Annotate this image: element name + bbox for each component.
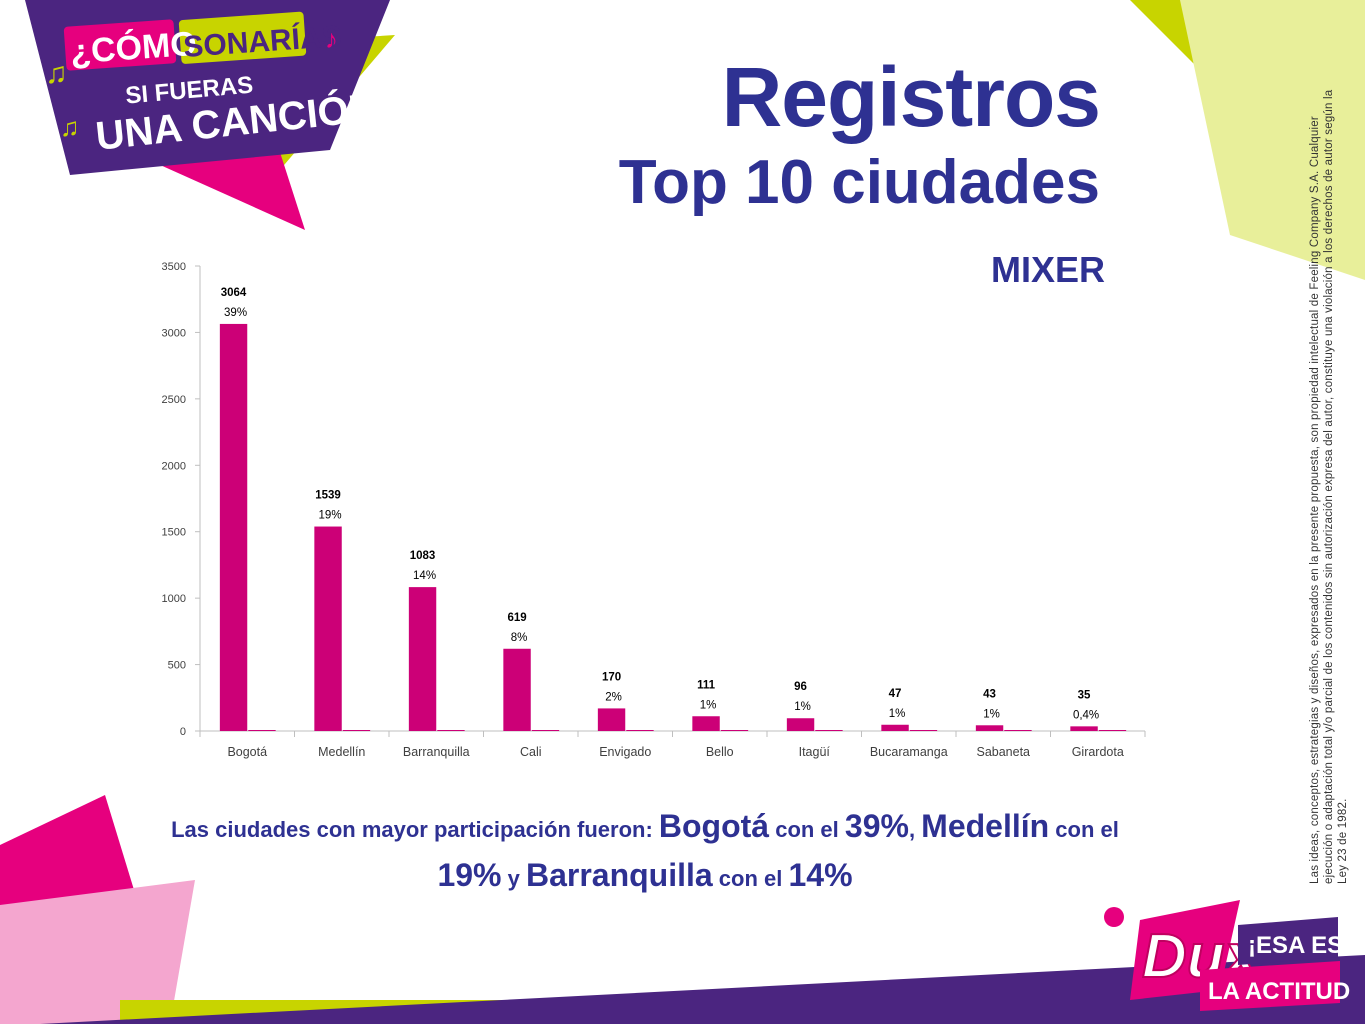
percent-label: 1% bbox=[700, 699, 717, 711]
conclusion-part: con el bbox=[712, 866, 789, 891]
page-title: Registros bbox=[721, 50, 1101, 144]
percent-label: 19% bbox=[319, 510, 342, 522]
x-axis: Bogotá Medellín Barranquilla Cali Envigado Be… bbox=[199, 730, 1146, 759]
city-highlight: Medellín bbox=[921, 808, 1050, 844]
music-note-icon: ♫ bbox=[60, 112, 80, 142]
percent-highlight: 14% bbox=[788, 857, 853, 893]
music-note-icon: ♪ bbox=[325, 24, 338, 54]
bar-secondary bbox=[248, 730, 276, 731]
bar-secondary bbox=[531, 730, 560, 731]
percent-label: 1% bbox=[983, 708, 1000, 720]
x-tick-label: Bucaramanga bbox=[870, 745, 948, 759]
bar-secondary bbox=[626, 730, 654, 731]
bar bbox=[786, 718, 815, 731]
y-tick-label: 3000 bbox=[162, 327, 186, 339]
conclusion-text: Las ciudades con mayor participación fue… bbox=[150, 805, 1140, 903]
bar bbox=[503, 648, 531, 731]
percent-label: 1% bbox=[889, 708, 906, 720]
bar-secondary bbox=[1098, 730, 1127, 731]
conclusion-part: Las ciudades con mayor participación fue… bbox=[171, 817, 659, 842]
conclusion-part: y bbox=[501, 866, 526, 891]
dux-logo: Dux ¡ESA ES LA ACTITUD! bbox=[1104, 900, 1350, 1011]
bar bbox=[1070, 726, 1098, 731]
y-tick-label: 0 bbox=[180, 726, 186, 738]
percent-label: 1% bbox=[794, 701, 811, 713]
pink-shape-bottom-left bbox=[0, 880, 195, 1024]
y-tick-label: 500 bbox=[168, 660, 186, 672]
conclusion-part: , bbox=[908, 817, 922, 842]
light-lime-shape-right bbox=[1180, 0, 1365, 280]
percent-label: 2% bbox=[605, 691, 622, 703]
city-highlight: Barranquilla bbox=[525, 857, 713, 893]
bar bbox=[881, 724, 909, 731]
percent-highlight: 19% bbox=[437, 857, 502, 893]
x-tick-label: Bogotá bbox=[227, 745, 267, 759]
page-subtitle: Top 10 ciudades bbox=[618, 148, 1100, 217]
logo-line-1: ¿CÓMO bbox=[69, 25, 198, 72]
y-tick-label: 2000 bbox=[162, 460, 186, 472]
campaign-logo: ¿CÓMO SONARÍAS SI FUERAS UNA CANCIÓN? ♫ … bbox=[45, 11, 360, 158]
bar bbox=[219, 323, 248, 731]
x-tick-label: Sabaneta bbox=[976, 745, 1030, 759]
x-tick-label: Barranquilla bbox=[403, 745, 470, 759]
bar-secondary bbox=[720, 730, 749, 731]
bars bbox=[219, 323, 1127, 731]
bar bbox=[975, 725, 1004, 731]
y-tick-label: 2500 bbox=[162, 394, 186, 406]
percent-label: 39% bbox=[224, 307, 247, 319]
bar bbox=[314, 526, 342, 731]
bar-secondary bbox=[437, 730, 465, 731]
bar bbox=[692, 716, 720, 731]
y-tick-label: 3500 bbox=[162, 261, 186, 273]
x-tick-label: Cali bbox=[520, 745, 542, 759]
value-label: 619 bbox=[507, 612, 526, 624]
bar-secondary bbox=[815, 730, 843, 731]
data-labels: 3064 39% 1539 19% 1083 14% 619 8% 170 2% 111 1% 96 1%… bbox=[221, 287, 1099, 721]
x-tick-label: Medellín bbox=[318, 745, 365, 759]
percent-label: 0,4% bbox=[1073, 709, 1099, 721]
value-label: 96 bbox=[794, 681, 807, 693]
brand-label: MIXER bbox=[990, 249, 1105, 290]
y-tick-label: 1500 bbox=[162, 527, 186, 539]
bar-secondary bbox=[342, 730, 371, 731]
legal-note: Las ideas, conceptos, estrategias y dise… bbox=[1309, 89, 1349, 884]
value-label: 111 bbox=[697, 679, 716, 691]
bar-chart: 0 500 1000 1500 2000 2500 3000 3500 Bogotá Medel… bbox=[162, 261, 1146, 759]
tagline-line-2: LA ACTITUD! bbox=[1208, 978, 1350, 1005]
x-tick-label: Envigado bbox=[599, 745, 651, 759]
value-label: 1539 bbox=[315, 490, 341, 502]
conclusion-part: con el bbox=[769, 817, 845, 842]
value-label: 35 bbox=[1078, 689, 1091, 701]
percent-highlight: 39% bbox=[844, 808, 909, 844]
city-highlight: Bogotá bbox=[658, 808, 770, 844]
x-tick-label: Girardota bbox=[1072, 745, 1124, 759]
y-axis: 0 500 1000 1500 2000 2500 3000 3500 bbox=[162, 261, 201, 738]
bar bbox=[597, 708, 626, 731]
bar-secondary bbox=[1004, 730, 1032, 731]
percent-label: 8% bbox=[511, 632, 528, 644]
value-label: 43 bbox=[983, 688, 996, 700]
bar bbox=[408, 587, 437, 731]
conclusion-part: con el bbox=[1049, 817, 1119, 842]
value-label: 170 bbox=[602, 671, 621, 683]
percent-label: 14% bbox=[413, 570, 436, 582]
value-label: 1083 bbox=[410, 550, 436, 562]
music-note-icon: ♫ bbox=[45, 57, 68, 90]
bar-secondary bbox=[909, 730, 938, 731]
tagline-line-1: ¡ESA ES bbox=[1248, 932, 1343, 959]
value-label: 3064 bbox=[221, 287, 247, 299]
y-tick-label: 1000 bbox=[162, 593, 186, 605]
purple-band-bottom bbox=[40, 955, 1365, 1024]
x-tick-label: Itagüí bbox=[799, 745, 831, 759]
value-label: 47 bbox=[889, 688, 902, 700]
x-tick-label: Bello bbox=[706, 745, 734, 759]
